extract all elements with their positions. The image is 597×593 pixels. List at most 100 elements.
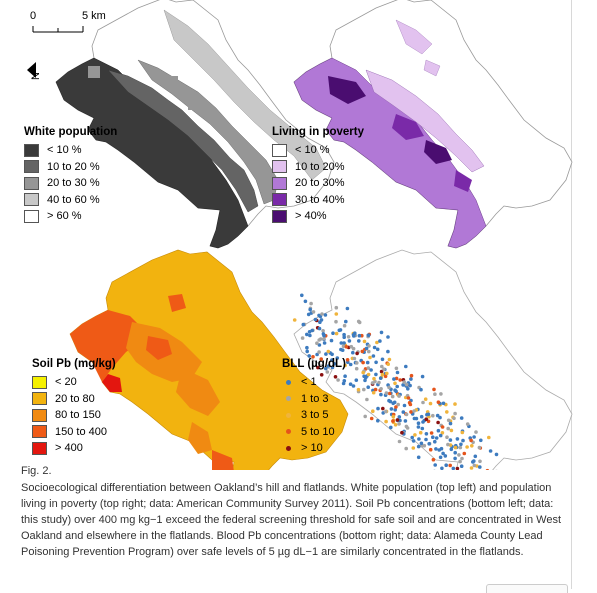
bll-point <box>335 332 339 336</box>
bll-point <box>425 432 429 436</box>
bll-point <box>358 334 362 338</box>
bll-point <box>330 353 334 357</box>
bll-point <box>429 448 433 452</box>
bll-point <box>409 410 413 414</box>
bll-point <box>363 415 367 419</box>
legend-swatch <box>24 144 39 157</box>
bll-point <box>342 333 346 337</box>
bll-point <box>400 431 404 435</box>
bll-point <box>305 333 309 337</box>
bll-point <box>347 335 351 339</box>
bll-point <box>363 340 367 344</box>
scale-zero: 0 <box>30 10 36 22</box>
bll-point <box>320 318 324 322</box>
bll-point <box>453 412 457 416</box>
bll-point <box>361 371 365 375</box>
caption-text: Socioecological differentiation between … <box>21 482 561 558</box>
bll-point <box>300 294 304 298</box>
bll-point <box>445 435 449 439</box>
bll-point <box>343 324 347 328</box>
bll-point <box>301 336 305 340</box>
legend-swatch <box>32 409 47 422</box>
legend-dot <box>286 380 291 385</box>
bll-point <box>397 422 401 426</box>
bll-point <box>377 381 381 385</box>
bll-point <box>293 318 297 322</box>
bll-point <box>437 400 441 404</box>
bll-point <box>351 351 355 355</box>
bll-point <box>487 436 491 440</box>
bll-point <box>438 416 442 420</box>
bll-point <box>405 413 409 417</box>
legend-dot <box>286 429 291 434</box>
bll-point <box>355 378 359 382</box>
bll-point <box>355 367 359 371</box>
bll-point <box>435 436 439 440</box>
bll-point <box>404 447 408 451</box>
bll-point <box>413 417 417 421</box>
bll-point <box>309 302 313 306</box>
bll-point <box>345 345 349 349</box>
bll-point <box>344 320 348 324</box>
legend-label: 1 to 3 <box>301 393 329 405</box>
bll-point <box>460 457 464 461</box>
bll-point <box>396 418 400 422</box>
bll-point <box>346 307 350 311</box>
bll-point <box>381 358 385 362</box>
bll-point <box>388 358 392 362</box>
legend-swatch <box>272 210 287 223</box>
bll-point <box>412 439 416 443</box>
north-label: N <box>30 72 42 80</box>
bll-point <box>450 429 454 433</box>
legend-poverty: Living in poverty < 10 % 10 to 20% 20 to… <box>272 126 364 225</box>
legend-item: < 10 % <box>24 142 117 159</box>
bll-point <box>408 384 412 388</box>
legend-bll: BLL (µg/dL) < 1 1 to 3 3 to 5 5 to 10 > … <box>282 358 346 457</box>
bll-point <box>417 421 421 425</box>
bll-point <box>394 390 398 394</box>
bll-point <box>374 388 378 392</box>
bll-point <box>395 385 399 389</box>
bll-point <box>322 332 326 336</box>
legend-swatch <box>272 177 287 190</box>
figure-label: Fig. 2. <box>21 463 570 479</box>
bll-point <box>469 439 473 443</box>
bll-point <box>394 423 398 427</box>
legend-label: < 20 <box>55 376 77 388</box>
legend-title: White population <box>24 126 117 138</box>
legend-label: 20 to 80 <box>55 393 95 405</box>
bll-point <box>365 398 369 402</box>
bll-point <box>348 339 352 343</box>
bll-point <box>461 431 465 435</box>
bll-point <box>392 415 396 419</box>
bll-point <box>431 414 435 418</box>
legend-item: 150 to 400 <box>32 424 116 441</box>
legend-swatch <box>24 177 39 190</box>
bll-point <box>322 337 326 341</box>
bll-point <box>431 435 435 439</box>
bll-point <box>417 456 421 460</box>
bll-point <box>442 402 446 406</box>
bll-point <box>427 442 431 446</box>
bll-point <box>310 329 314 333</box>
scale-bar: 0 5 km <box>30 10 106 32</box>
bll-point <box>459 443 463 447</box>
bll-point <box>362 375 366 379</box>
bll-point <box>459 446 463 450</box>
north-arrow-icon: N <box>27 62 42 80</box>
bll-point <box>352 384 356 388</box>
legend-label: > 10 <box>301 442 323 454</box>
bll-point <box>387 399 391 403</box>
bll-point <box>439 392 443 396</box>
bll-point <box>412 409 416 413</box>
legend-item: > 40% <box>272 208 364 225</box>
legend-swatch <box>272 144 287 157</box>
bll-point <box>376 348 380 352</box>
bll-point <box>384 410 388 414</box>
bll-point <box>425 417 429 421</box>
bll-point <box>449 438 453 442</box>
bll-point <box>403 404 407 408</box>
bll-point <box>355 352 359 356</box>
bll-point <box>305 350 309 354</box>
bll-point <box>398 415 402 419</box>
